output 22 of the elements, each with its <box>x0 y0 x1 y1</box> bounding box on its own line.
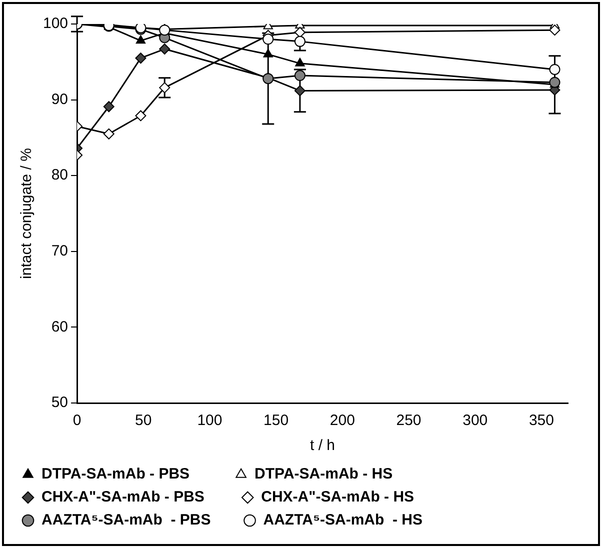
x-tick-label: 150 <box>264 412 289 430</box>
legend-label: CHX-A"-SA-mAb - PBS <box>42 488 234 506</box>
legend-label: AAZTA⁵-SA-mAb - HS <box>263 512 452 529</box>
x-tick-label: 50 <box>135 412 152 430</box>
y-tick-label: 80 <box>51 166 68 184</box>
x-tick-label: 100 <box>197 412 222 430</box>
y-tick-label: 50 <box>51 394 68 412</box>
y-tick-label: 100 <box>42 15 68 32</box>
x-tick-label: 300 <box>462 412 488 430</box>
x-tick-label: 0 <box>72 412 82 430</box>
y-tick-label: 60 <box>51 318 68 336</box>
legend-label: DTPA-SA-mAb - HS <box>254 466 434 483</box>
y-axis-title: intact conjugate / % <box>18 148 36 279</box>
y-tick-label: 70 <box>51 242 68 260</box>
legend-label: AAZTA⁵-SA-mAb - PBS <box>42 512 236 529</box>
y-tick-label: 90 <box>51 90 68 108</box>
x-tick-label: 350 <box>528 412 554 430</box>
x-axis-title: t / h <box>310 437 336 454</box>
legend-label: CHX-A"-SA-mAb - HS <box>261 488 448 506</box>
x-tick-label: 200 <box>330 412 355 430</box>
legend-label: DTPA-SA-mAb - PBS <box>42 466 228 483</box>
x-tick-label: 250 <box>396 412 422 430</box>
